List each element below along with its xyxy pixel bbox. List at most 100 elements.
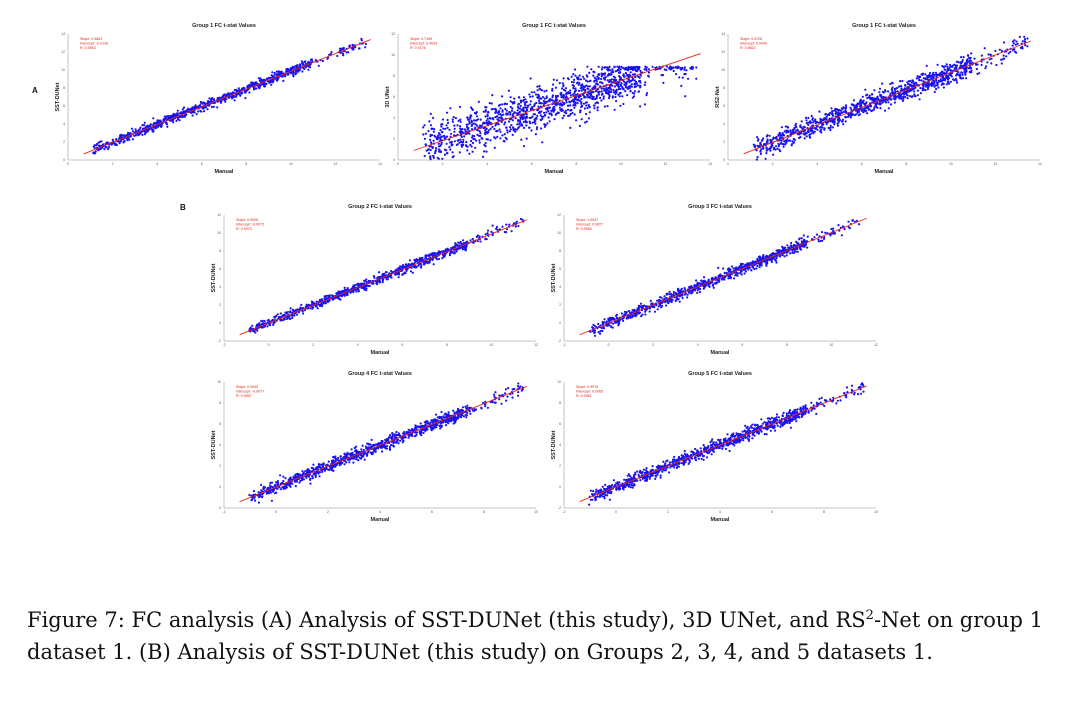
scatter-point [470,119,473,122]
scatter-point [476,234,479,237]
scatter-point [484,126,487,129]
scatter-point [781,132,784,135]
scatter-point [279,312,282,315]
scatter-point [424,254,427,257]
scatter-point [940,79,943,83]
scatter-point [957,61,960,64]
scatter-point [847,115,850,118]
scatter-point [1001,58,1004,61]
scatter-point [553,118,556,121]
scatter-point [332,297,335,300]
scatter-point [777,145,780,148]
scatter-point [438,257,441,261]
scatter-point [777,249,780,252]
scatter-point [580,89,583,92]
scatter-point [308,304,311,307]
scatter-point [227,93,230,96]
stat-annotation: Intercept: 0.4034 [410,42,437,46]
scatter-point [603,318,606,321]
scatter-point [611,84,614,87]
scatter-point [985,65,988,68]
scatter-point [451,120,454,123]
scatter-point [889,92,892,95]
scatter-point [933,90,936,93]
scatter-point [682,290,685,293]
scatter-point [387,276,390,279]
scatter-point [615,313,618,316]
scatter-point [207,104,211,107]
scatter-point [541,141,544,144]
scatter-point [503,103,506,106]
scatter-point [548,120,551,123]
scatter-point [441,123,444,126]
scatter-point [922,77,925,80]
scatter-point [904,96,907,99]
scatter-point [843,110,846,113]
scatter-point [965,66,968,69]
scatter-point [597,73,600,76]
scatter-point [1021,40,1024,43]
scatter-point [811,129,814,132]
scatter-point [593,71,596,74]
scatter-point [439,250,442,253]
scatter-point [632,68,635,71]
scatter-point [821,126,824,129]
scatter-point [291,314,294,317]
scatter-point [763,260,766,263]
scatter-point [594,82,597,85]
scatter-point [864,88,867,91]
scatter-point [248,91,251,94]
scatter-point [522,98,525,102]
scatter-point [899,80,902,83]
scatter-point [661,73,665,77]
scatter-point [428,120,431,123]
scatter-point [295,313,299,316]
scatter-point [840,234,843,237]
scatter-point [765,149,768,152]
scatter-point [780,141,783,144]
scatter-point [446,126,449,129]
scatter-point [356,282,359,285]
scatter-point [119,135,123,138]
scatter-point [440,125,443,128]
scatter-point [304,66,307,69]
scatter-point [699,282,702,285]
scatter-point [259,77,262,80]
scatter-point [565,96,568,99]
scatter-point [978,72,981,75]
scatter-point [921,84,924,87]
scatter-point [606,105,609,108]
scatter-point [269,76,272,79]
scatter-point [968,59,971,62]
scatter-point [795,129,799,132]
scatter-point [463,135,466,138]
scatter-point [363,286,366,290]
scatter-point [497,113,500,116]
y-tick-label: 12 [557,213,561,217]
scatter-point [149,123,152,126]
scatter-point [592,74,595,77]
scatter-point [573,68,577,71]
scatter-point [732,277,736,280]
scatter-point [471,237,474,240]
scatter-point [210,99,213,102]
scatter-point [663,68,666,71]
scatter-point [479,125,483,128]
scatter-point [600,75,603,78]
scatter-point [518,119,521,122]
scatter-point [287,73,290,76]
x-tick-label: 0 [397,162,399,166]
scatter-point [491,94,494,97]
scatter-point [961,71,964,74]
scatter-point [907,80,910,83]
scatter-point [95,143,99,146]
scatter-point [497,119,500,122]
scatter-point [317,64,320,67]
scatter-point [496,135,499,138]
scatter-point [538,87,541,90]
scatter-point [840,107,843,110]
scatter-point [927,82,930,85]
scatter-point [420,264,423,267]
scatter-point [498,110,501,113]
scatter-point [636,65,640,68]
